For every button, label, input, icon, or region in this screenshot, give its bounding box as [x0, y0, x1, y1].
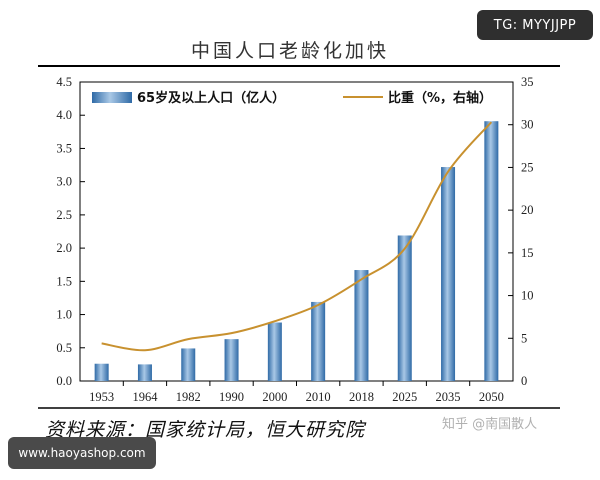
left-tick-label: 1.0 [56, 308, 72, 322]
source-note: 资料来源：国家统计局，恒大研究院 [45, 419, 367, 441]
bar-2018 [354, 270, 369, 381]
right-tick-label: 0 [521, 374, 527, 388]
legend-bar-swatch [92, 92, 132, 103]
right-tick-label: 10 [521, 289, 534, 303]
left-tick-label: 0.5 [56, 341, 72, 355]
chart-title: 中国人口老龄化加快 [191, 40, 389, 62]
left-tick-label: 3.5 [56, 141, 72, 155]
x-tick-label: 1964 [132, 390, 158, 404]
legend-line-label: 比重（%，右轴） [388, 90, 492, 106]
right-tick-label: 5 [521, 331, 527, 345]
x-tick-label: 2025 [392, 390, 417, 404]
right-tick-label: 30 [521, 118, 534, 132]
bar-1964 [137, 364, 152, 381]
bar-1990 [224, 339, 239, 381]
bar-2025 [397, 235, 412, 381]
left-tick-label: 3.0 [56, 175, 72, 189]
share-line [101, 121, 493, 352]
right-axis: 0 5 10 15 20 25 30 35 [508, 75, 534, 388]
bar-1953 [94, 363, 109, 381]
x-tick-label: 1982 [176, 390, 201, 404]
bar-series [94, 121, 499, 382]
x-tick-label: 1990 [219, 390, 244, 404]
website-badge: www.haoyashop.com [8, 437, 156, 469]
line-series [101, 121, 493, 352]
bar-2050 [484, 121, 499, 382]
watermark: 知乎 @南国散人 [442, 416, 537, 432]
right-tick-label: 15 [521, 246, 534, 260]
left-tick-label: 2.0 [56, 241, 72, 255]
legend: 65岁及以上人口（亿人） 比重（%，右轴） [92, 90, 492, 106]
bar-2010 [311, 301, 326, 381]
x-tick-label: 2035 [436, 390, 461, 404]
bar-2000 [267, 322, 282, 381]
bar-1982 [181, 348, 196, 381]
telegram-badge: TG: MYYJJPP [477, 10, 593, 40]
legend-bar-label: 65岁及以上人口（亿人） [137, 90, 285, 106]
right-tick-label: 25 [521, 160, 534, 174]
right-tick-label: 20 [521, 203, 534, 217]
x-tick-label: 2018 [349, 390, 374, 404]
x-tick-label: 1953 [89, 390, 114, 404]
left-tick-label: 2.5 [56, 208, 72, 222]
x-tick-label: 2050 [479, 390, 504, 404]
left-tick-label: 1.5 [56, 274, 72, 288]
x-tick-label: 2010 [306, 390, 331, 404]
left-tick-label: 4.5 [56, 75, 72, 89]
right-tick-label: 35 [521, 75, 534, 89]
left-tick-label: 4.0 [56, 108, 72, 122]
bar-2035 [441, 167, 456, 381]
left-axis: 0.0 0.5 1.0 1.5 2.0 2.5 3.0 3.5 4.0 4.5 [56, 75, 85, 388]
x-tick-label: 2000 [262, 390, 287, 404]
left-tick-label: 0.0 [56, 374, 72, 388]
x-axis: 1953 1964 1982 1990 2000 2010 2018 2025 2035 2050 [89, 381, 504, 404]
